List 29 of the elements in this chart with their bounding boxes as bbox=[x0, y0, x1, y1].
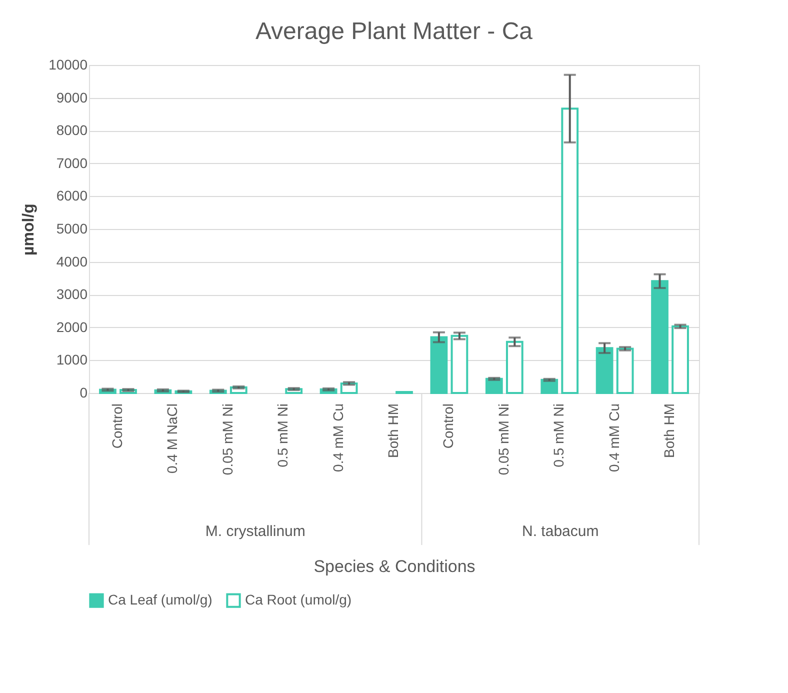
text: N. tabacum bbox=[522, 523, 599, 540]
y-axis-title: µmol/g bbox=[20, 204, 38, 256]
y-tick-label: 1000 bbox=[56, 352, 88, 368]
y-tick-label: 9000 bbox=[56, 89, 88, 106]
x-tick-label: 0.5 mM Ni bbox=[550, 404, 567, 468]
x-tick-label: 0.4 mM Cu bbox=[606, 404, 622, 472]
y-tick-label: 3000 bbox=[56, 286, 88, 302]
legend-label: Ca Root (umol/g) bbox=[245, 592, 352, 608]
x-tick-label: Control bbox=[440, 404, 456, 449]
x-tick-label: 0.5 mM Ni bbox=[274, 404, 291, 468]
x-axis-title: Species & Conditions bbox=[314, 557, 476, 576]
y-tick-label: 2000 bbox=[56, 318, 88, 335]
y-tick-label: 0 bbox=[80, 384, 88, 400]
y-tick-label: 10000 bbox=[48, 56, 88, 72]
y-tick-label: 7000 bbox=[56, 154, 88, 171]
x-tick-label: 0.4 M NaCl bbox=[164, 404, 180, 474]
text: M. crystallinum bbox=[205, 523, 306, 540]
y-tick-label: 6000 bbox=[56, 188, 88, 204]
x-tick-label: Control bbox=[108, 404, 125, 449]
legend-label: Ca Leaf (umol/g) bbox=[108, 592, 212, 608]
y-tick-label: 5000 bbox=[56, 220, 88, 236]
x-tick-label: 0.05 mM Ni bbox=[219, 404, 236, 476]
y-tick-label: 4000 bbox=[56, 253, 88, 270]
x-tick-label: 0.05 mM Ni bbox=[495, 404, 512, 476]
x-tick-label: 0.4 mM Cu bbox=[330, 404, 346, 472]
x-tick-label: Both HM bbox=[385, 404, 401, 458]
x-tick-label: Both HM bbox=[661, 404, 678, 458]
y-tick-label: 8000 bbox=[56, 122, 88, 138]
chart-title: Average Plant Matter - Ca bbox=[255, 18, 534, 45]
